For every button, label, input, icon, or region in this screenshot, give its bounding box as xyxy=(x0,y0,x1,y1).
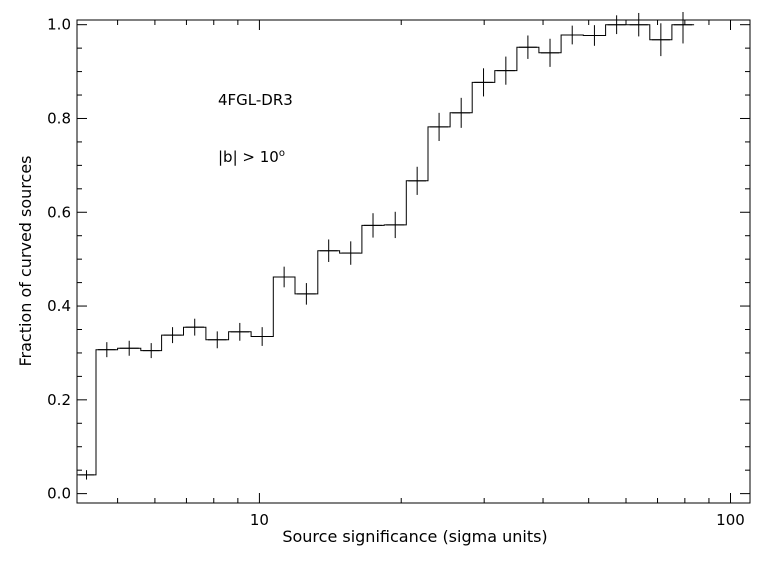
error-bar xyxy=(474,68,493,97)
error-bar xyxy=(297,283,316,305)
fraction-step-line xyxy=(77,24,695,476)
error-bar xyxy=(79,470,95,480)
latitude-cut-annotation: |b| > 10o xyxy=(218,148,285,166)
catalog-annotation: 4FGL-DR3 xyxy=(218,91,293,109)
error-bar xyxy=(386,211,405,239)
error-bar xyxy=(275,266,294,288)
plot-frame xyxy=(76,19,751,504)
axis-tick-labels: 0.0 0.2 0.4 0.6 0.8 1.0 10 100 xyxy=(47,16,745,529)
error-bar xyxy=(341,241,360,265)
error-bar xyxy=(253,327,272,346)
error-bar xyxy=(629,12,648,37)
y-tick-label: 0.8 xyxy=(47,109,71,127)
error-bar xyxy=(651,23,670,57)
error-bar xyxy=(452,97,471,128)
error-bar xyxy=(408,166,427,195)
y-tick-label: 0.4 xyxy=(47,297,71,315)
y-tick-label: 0.2 xyxy=(47,391,71,409)
error-bars xyxy=(79,12,693,480)
error-bar xyxy=(518,35,537,59)
degree-superscript: o xyxy=(279,148,285,159)
error-bar xyxy=(430,112,449,141)
y-tick-label: 0.6 xyxy=(47,203,71,221)
error-bar xyxy=(207,331,227,349)
plot-area-border xyxy=(76,19,751,504)
error-bar xyxy=(185,318,204,336)
latitude-cut-text: |b| > 10 xyxy=(218,148,279,166)
error-bar xyxy=(563,25,582,45)
error-bar xyxy=(319,239,338,262)
error-bar xyxy=(230,322,250,341)
y-tick-label: 1.0 xyxy=(47,16,71,34)
y-axis-title: Fraction of curved sources xyxy=(16,156,35,367)
x-tick-label: 10 xyxy=(250,511,269,529)
error-bar xyxy=(119,340,139,356)
error-bar xyxy=(607,15,626,35)
error-bar xyxy=(585,25,604,46)
x-tick-label: 100 xyxy=(716,511,745,529)
x-axis-title: Source significance (sigma units) xyxy=(282,527,547,546)
data-series xyxy=(77,24,695,476)
error-bar xyxy=(673,12,693,44)
error-bar xyxy=(363,213,383,238)
error-bar xyxy=(142,343,160,359)
error-bar xyxy=(496,56,515,85)
error-bar xyxy=(98,342,116,358)
error-bar xyxy=(540,38,560,67)
axis-ticks xyxy=(77,20,750,503)
y-tick-label: 0.0 xyxy=(47,485,71,503)
error-bar xyxy=(163,327,182,344)
